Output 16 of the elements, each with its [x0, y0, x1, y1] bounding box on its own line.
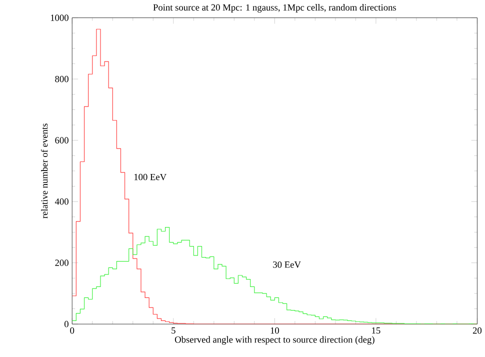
y-tick-label: 1000 — [50, 14, 68, 22]
series-label: 100 EeV — [134, 174, 166, 180]
x-tick-label: 5 — [172, 328, 176, 334]
y-tick-label: 400 — [54, 198, 68, 205]
x-tick-label: 0 — [70, 328, 74, 334]
chart-title: Point source at 20 Mpc: 1 ngauss, 1Mpc cells, random directions — [153, 4, 396, 13]
x-axis-title: Observed angle with respect to source direction (deg) — [174, 336, 374, 345]
y-axis-title: relative number of events — [40, 124, 48, 219]
y-tick-label: 800 — [55, 76, 68, 82]
x-tick-label: 15 — [372, 328, 380, 334]
text: 30 EeV — [273, 262, 301, 268]
x-tick-label: 20 — [472, 328, 482, 334]
y-tick-label: 0 — [64, 321, 68, 328]
y-tick-label: 200 — [55, 260, 68, 266]
y-tick-label: 600 — [55, 137, 68, 144]
x-tick-label: 10 — [270, 328, 279, 334]
